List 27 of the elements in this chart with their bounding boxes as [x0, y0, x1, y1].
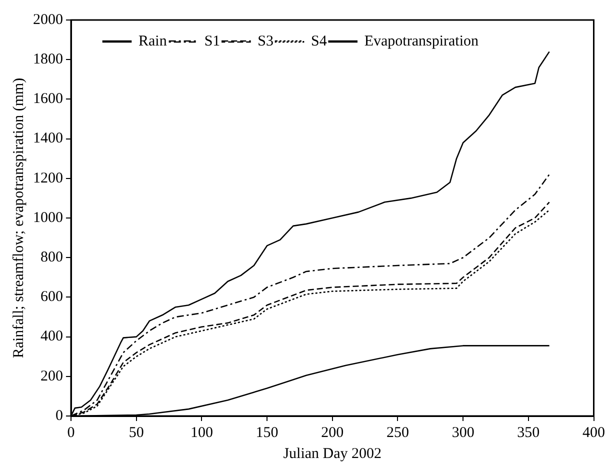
y-tick-label: 800 [40, 250, 63, 266]
legend-label: S1 [204, 33, 220, 50]
legend-label: Rain [138, 33, 168, 50]
x-tick-label: 300 [452, 424, 474, 441]
x-tick-label: 400 [582, 424, 605, 441]
x-tick-label: 0 [67, 424, 75, 441]
x-tick-label: 150 [256, 424, 278, 441]
y-axis-title: Rainfall; streamflow; evapotranspiration (mm) [10, 78, 27, 358]
y-tick-label: 0 [56, 408, 63, 424]
y-tick-label: 1800 [33, 52, 63, 68]
y-tick-label: 1200 [33, 170, 63, 186]
y-tick-label: 400 [40, 328, 63, 345]
y-tick-label: 1400 [33, 130, 63, 147]
y-tick-label: 600 [40, 289, 63, 306]
y-tick-label: 200 [40, 368, 63, 384]
y-tick-label: 2000 [33, 12, 63, 28]
legend-label: Evapotranspiration [364, 33, 479, 50]
x-tick-label: 350 [517, 424, 540, 441]
x-axis-title: Julian Day 2002 [283, 446, 382, 462]
x-tick-label: 250 [386, 424, 409, 441]
legend-label: S3 [258, 33, 274, 50]
x-tick-label: 100 [190, 424, 213, 441]
y-tick-label: 1000 [33, 210, 63, 226]
x-tick-label: 200 [321, 424, 344, 441]
legend-label: S4 [311, 33, 328, 50]
x-tick-label: 50 [128, 424, 144, 441]
y-tick-label: 1600 [33, 91, 63, 108]
